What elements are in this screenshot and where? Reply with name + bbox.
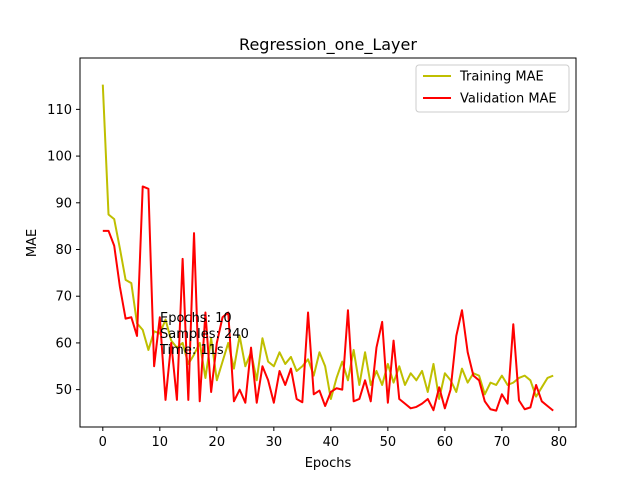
y-axis: 50 60 70 80 90 100 110 (47, 103, 80, 398)
plot-area (101, 84, 554, 412)
annotation-epochs: Epochs: 10 (160, 311, 232, 326)
y-tick-label: 110 (47, 103, 72, 118)
axes-frame (79, 57, 577, 428)
x-axis: 0 10 20 30 40 50 60 70 80 (99, 427, 568, 450)
y-tick-label: 60 (55, 336, 72, 351)
legend-box (415, 64, 570, 113)
series-line-validation (102, 185, 554, 412)
annotation-samples: Samples: 240 (160, 327, 249, 342)
legend: Training MAE Validation MAE (415, 64, 570, 113)
y-tick-label: 50 (55, 383, 72, 398)
chart-title: Regression_one_Layer (239, 35, 417, 55)
series-line-training (101, 84, 554, 400)
y-axis-label: MAE (25, 229, 40, 257)
x-tick-label: 20 (209, 435, 226, 450)
x-tick-label: 50 (380, 435, 397, 450)
y-tick-label: 70 (55, 290, 72, 305)
x-axis-label: Epochs (305, 456, 352, 471)
y-tick-label: 90 (55, 196, 72, 211)
x-tick-label: 10 (152, 435, 169, 450)
x-tick-label: 80 (551, 435, 568, 450)
y-tick-label: 80 (55, 243, 72, 258)
x-tick-label: 60 (437, 435, 454, 450)
annotation: Epochs: 10 Samples: 240 Time: 11s (159, 311, 249, 358)
x-tick-label: 40 (323, 435, 340, 450)
y-tick-label: 100 (47, 150, 72, 165)
legend-label-training: Training MAE (459, 70, 544, 85)
x-tick-label: 30 (266, 435, 283, 450)
annotation-time: Time: 11s (159, 343, 224, 358)
x-tick-label: 70 (494, 435, 511, 450)
x-tick-label: 0 (99, 435, 107, 450)
legend-label-validation: Validation MAE (460, 92, 557, 107)
